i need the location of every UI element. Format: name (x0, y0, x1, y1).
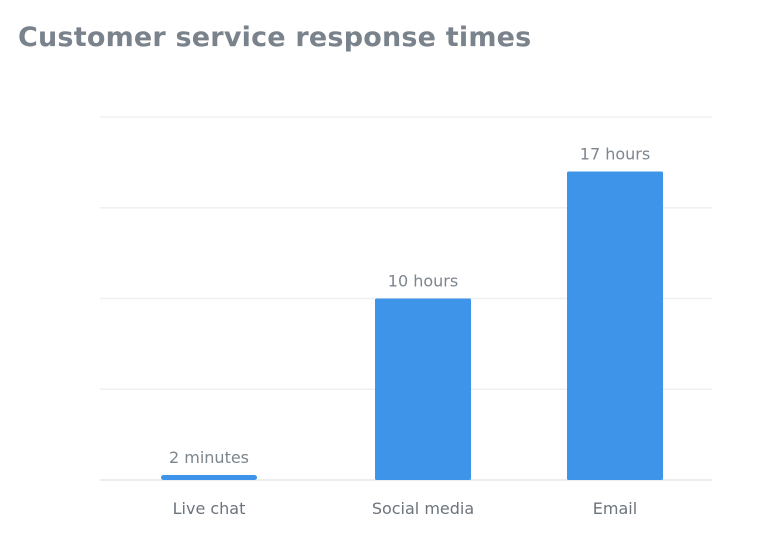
data-label: 2 minutes (169, 448, 249, 467)
data-label: 17 hours (580, 144, 650, 163)
bar-live-chat (161, 475, 257, 480)
bar-email (567, 171, 663, 480)
chart-title: Customer service response times (18, 22, 532, 53)
data-label: 10 hours (388, 272, 458, 291)
x-tick-label: Live chat (173, 499, 246, 518)
x-tick-label: Social media (372, 499, 474, 518)
bar-social-media (375, 298, 471, 480)
x-axis-tick-labels: Live chat Social media Email (173, 499, 638, 518)
bars (161, 171, 663, 480)
x-tick-label: Email (593, 499, 637, 518)
data-labels: 2 minutes 10 hours 17 hours (169, 144, 650, 467)
